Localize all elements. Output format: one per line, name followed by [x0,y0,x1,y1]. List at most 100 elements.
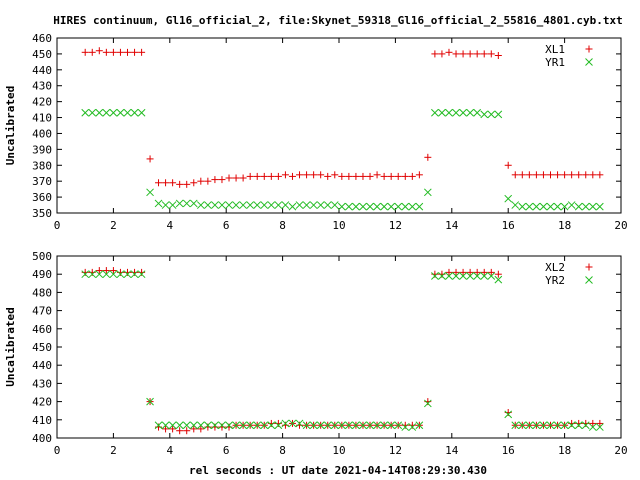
y-tick-label: 450 [32,341,52,354]
data-point [116,270,125,279]
y-tick-label: 410 [32,112,52,125]
y-tick-label: 360 [32,191,52,204]
data-point [459,50,467,58]
data-point [102,48,110,56]
y-tick-label: 460 [32,323,52,336]
data-point [330,201,339,209]
data-point [459,108,467,117]
y-tick-label: 370 [32,175,52,188]
data-point [480,50,488,58]
data-point [373,421,381,430]
data-point [387,172,395,180]
data-point [518,202,527,211]
data-point [589,171,597,179]
data-point [155,179,163,187]
data-point [123,270,132,279]
data-point [345,202,353,211]
data-point [239,201,247,209]
data-point [232,421,240,430]
data-point [525,202,534,211]
x-tick-label: 18 [558,444,571,457]
data-point [281,419,290,428]
data-point [204,201,212,209]
series-XL1 [81,47,604,188]
data-point [337,421,346,430]
data-point [554,171,562,179]
data-point [189,199,198,208]
data-point [504,161,512,169]
data-point [380,202,388,211]
data-point [574,202,583,211]
data-point [394,202,403,211]
data-point [267,172,275,180]
y-tick-label: 480 [32,286,52,299]
data-point [373,171,381,179]
y-tick-label: 440 [32,359,52,372]
data-point [288,202,297,211]
data-point [415,202,424,211]
data-point [589,419,597,427]
data-point [581,421,590,430]
y-tick-label: 430 [32,377,52,390]
data-point [130,108,139,117]
data-point [124,48,131,56]
data-point [532,171,540,179]
data-point [452,50,460,58]
data-point [511,421,520,430]
data-point [595,423,604,431]
data-point [387,202,396,211]
data-point [438,50,446,58]
data-point [189,421,198,430]
data-point [539,421,548,430]
data-point [494,110,503,119]
data-point [162,179,170,187]
data-point [595,202,604,211]
x-tick-label: 6 [223,219,230,232]
data-point [95,270,104,279]
legend-label: XL2 [545,261,565,274]
data-point [581,202,590,211]
y-tick-label: 450 [32,48,52,61]
data-point [452,108,460,117]
data-point [274,201,283,209]
data-point [232,174,240,182]
data-point [452,272,460,280]
data-point [423,399,432,408]
series-YR1 [81,108,604,211]
data-point [95,267,103,275]
data-point [424,153,432,161]
data-point [302,201,311,209]
legend-label: XL1 [545,43,565,56]
data-point [546,202,555,211]
data-point [260,172,268,180]
data-point [511,201,520,209]
series-YR2 [81,270,604,431]
x-tick-label: 8 [279,219,286,232]
data-point [182,199,191,208]
data-point [168,201,177,209]
data-point [161,201,170,209]
data-point [494,52,502,59]
data-point [288,419,297,428]
data-point [445,268,453,276]
data-point [330,421,339,430]
data-point [480,110,489,119]
data-point [176,180,184,188]
series-XL2 [81,267,604,435]
data-point [146,188,154,197]
data-point [546,421,555,430]
data-point [196,201,205,209]
data-point [473,272,482,280]
x-tick-label: 0 [54,444,61,457]
data-point [88,108,97,117]
data-point [459,268,467,276]
data-point [532,202,541,211]
data-point [310,171,318,179]
data-point [352,421,360,430]
y-tick-label: 400 [32,432,52,445]
data-point [582,171,590,179]
data-point [466,272,474,280]
x-tick-label: 14 [445,444,459,457]
data-point [281,201,290,209]
data-point [408,172,416,180]
